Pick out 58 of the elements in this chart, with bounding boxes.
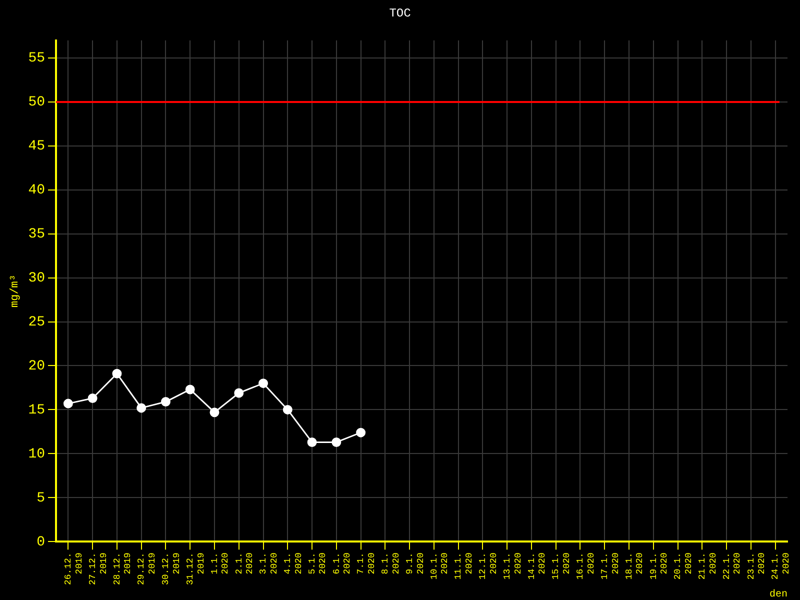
y-tick-label: 50 (28, 94, 46, 111)
x-tick-label: 16.1. 2020 (576, 552, 596, 580)
y-tick-label: 55 (28, 50, 46, 67)
y-tick-label: 20 (28, 358, 46, 374)
x-tick-label: 28.12. 2019 (112, 552, 134, 585)
x-tick-label: 29.12. 2019 (136, 552, 158, 585)
x-tick-label: 21.1. 2020 (698, 552, 718, 580)
x-tick-label: 3.1. 2020 (258, 552, 280, 574)
point (112, 368, 122, 378)
y-tick-label: 30 (28, 270, 46, 287)
x-tick-label: 26.12. 2019 (64, 552, 84, 585)
point (332, 437, 342, 447)
x-tick-label: 7.1. 2020 (356, 552, 377, 574)
x-tick-label: 27.12. 2019 (88, 552, 109, 585)
x-tick-label: 9.1. 2020 (404, 552, 426, 574)
x-tick-label: 10.1. 2020 (429, 552, 450, 580)
y-tick-label: 25 (28, 314, 46, 330)
x-tick-label: 20.1. 2020 (673, 552, 694, 580)
y-tick-label: 40 (28, 182, 46, 199)
point (234, 388, 244, 398)
point (185, 384, 195, 394)
point (258, 378, 268, 388)
x-tick-label: 31.12. 2019 (186, 552, 206, 585)
x-tick-label: 1.1. 2020 (210, 552, 231, 574)
point (282, 404, 292, 414)
x-tick-label: 5.1. 2020 (307, 552, 328, 574)
y-tick-label: 45 (28, 138, 46, 155)
point (307, 437, 317, 447)
x-tick-label: 4.1. 2020 (283, 552, 304, 574)
point (210, 408, 220, 418)
x-tick-label: 12.1. 2020 (478, 552, 499, 580)
point (88, 394, 98, 404)
x-axis-title: den (769, 588, 788, 600)
y-tick-label: 10 (28, 446, 46, 462)
point (63, 398, 73, 408)
x-tick-label: 15.1. 2020 (551, 552, 572, 580)
x-tick-label: 23.1. 2020 (746, 552, 768, 580)
x-tick-label: 17.1. 2020 (600, 552, 621, 580)
y-axis-title: mg/m³ (10, 274, 22, 308)
point (356, 428, 366, 438)
y-tick-label: 5 (36, 490, 46, 506)
x-tick-label: 11.1. 2020 (454, 552, 475, 580)
x-tick-label: 6.1. 2020 (332, 552, 353, 574)
x-tick-label: 8.1. 2020 (380, 552, 402, 574)
x-tick-label: 18.1. 2020 (624, 552, 646, 580)
chart-title: TOC (389, 6, 411, 20)
point (136, 403, 146, 413)
x-tick-label: 13.1. 2020 (502, 552, 524, 580)
x-tick-label: 30.12. 2019 (161, 552, 182, 585)
x-tick-label: 22.1. 2020 (722, 552, 743, 580)
x-tick-label: 14.1. 2020 (526, 552, 548, 580)
x-tick-label: 24.1. 2020 (770, 552, 792, 580)
y-tick-label: 35 (28, 226, 46, 243)
y-tick-label: 15 (28, 402, 46, 418)
x-tick-label: 2.1. 2020 (234, 552, 256, 574)
point (160, 397, 170, 407)
x-tick-label: 19.1. 2020 (648, 552, 670, 580)
y-tick-label: 0 (36, 534, 46, 550)
